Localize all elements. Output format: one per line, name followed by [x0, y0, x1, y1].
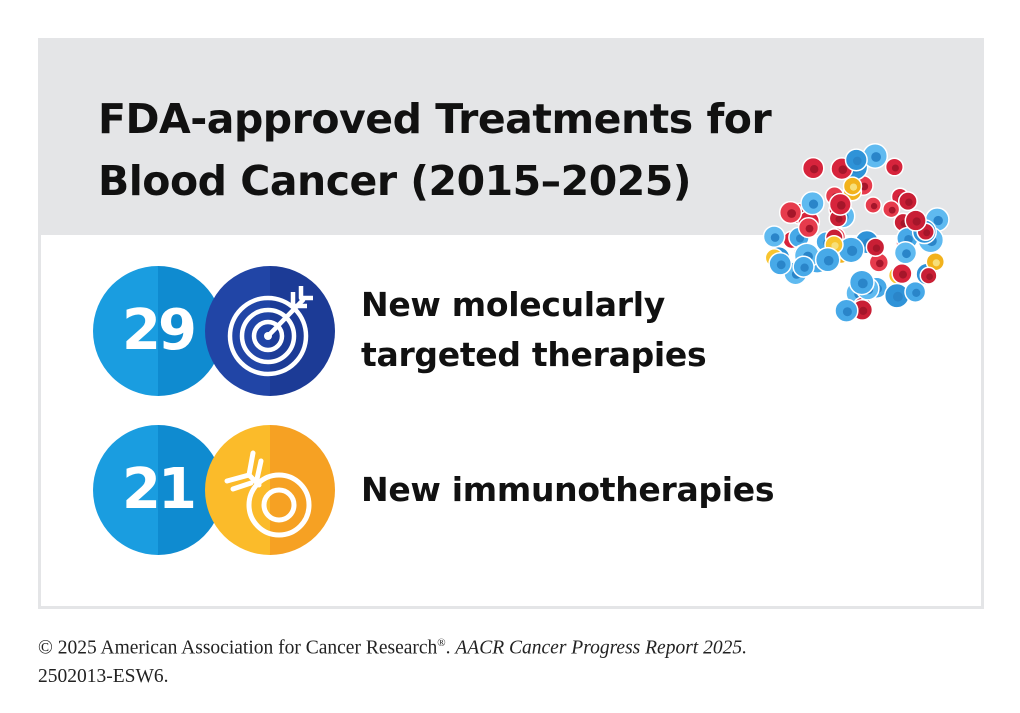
- blood-cell-center: [853, 156, 862, 166]
- blood-cell-center: [876, 259, 884, 268]
- blood-cell-center: [902, 249, 911, 259]
- blood-cell-center: [776, 260, 786, 270]
- footer-separator: .: [445, 637, 456, 659]
- antibody-icon: [205, 425, 335, 555]
- blood-cell-center: [857, 278, 868, 289]
- report-code: 2502013-ESW6.: [38, 665, 169, 687]
- blood-cells-illustration: [762, 143, 950, 323]
- report-title: AACR Cancer Progress Report 2025.: [455, 637, 747, 659]
- blood-cell-center: [926, 273, 933, 280]
- stat-row-immuno: 21 New immunotherapies: [93, 425, 953, 560]
- copyright-text: © 2025 American Association for Cancer R…: [38, 637, 438, 659]
- immunotherapies-label: New immunotherapies: [361, 470, 775, 509]
- page-title: FDA-approved Treatments for Blood Cancer…: [98, 88, 772, 212]
- title-line-2: Blood Cancer (2015–2025): [98, 157, 692, 205]
- footer-credit: © 2025 American Association for Cancer R…: [38, 629, 988, 691]
- blood-cell-center: [871, 152, 881, 162]
- blood-cell-center: [849, 183, 858, 191]
- blood-cell-center: [808, 199, 819, 209]
- blood-cell-center: [932, 259, 940, 267]
- blood-cell-center: [933, 215, 943, 226]
- target-icon: [205, 266, 335, 396]
- blood-cell-center: [823, 255, 834, 266]
- blood-cell-center: [770, 233, 780, 242]
- blood-cell-center: [899, 270, 907, 279]
- blood-cell-center: [838, 165, 848, 174]
- blood-cell-center: [893, 291, 903, 302]
- targeted-count-badge: 29: [93, 266, 223, 396]
- header-band: FDA-approved Treatments for Blood Cancer…: [41, 41, 981, 235]
- blood-cell-center: [923, 229, 931, 237]
- immuno-count-badge: 21: [93, 425, 223, 555]
- blood-cell-center: [859, 306, 868, 315]
- blood-cell-center: [837, 201, 846, 210]
- blood-cell-center: [905, 198, 913, 206]
- blood-cell-center: [805, 224, 814, 233]
- blood-cell-center: [891, 164, 899, 172]
- blood-cell-center: [860, 182, 869, 191]
- targeted-label-line-1: New molecularly: [361, 285, 665, 324]
- targeted-therapies-label: New molecularly targeted therapies: [361, 280, 707, 380]
- blood-cell-center: [810, 165, 819, 174]
- blood-cell-center: [872, 244, 881, 252]
- blood-cell-center: [831, 242, 839, 250]
- blood-cell-center: [912, 217, 921, 226]
- blood-cell-center: [847, 245, 858, 256]
- title-line-1: FDA-approved Treatments for: [98, 95, 772, 143]
- blood-cell-center: [870, 202, 878, 210]
- blood-cell-center: [796, 234, 804, 243]
- registered-mark: ®: [437, 637, 446, 649]
- blood-cell-center: [842, 307, 852, 317]
- infographic-card: FDA-approved Treatments for Blood Cancer…: [38, 38, 984, 609]
- blood-cell-center: [800, 263, 809, 272]
- blood-cell-center: [888, 206, 896, 214]
- blood-cell-center: [787, 209, 796, 218]
- targeted-label-line-2: targeted therapies: [361, 335, 707, 374]
- stat-row-targeted: 29 New molecularly targeted therapies: [93, 266, 953, 401]
- blood-cell-center: [835, 215, 843, 223]
- blood-cell-center: [912, 288, 921, 297]
